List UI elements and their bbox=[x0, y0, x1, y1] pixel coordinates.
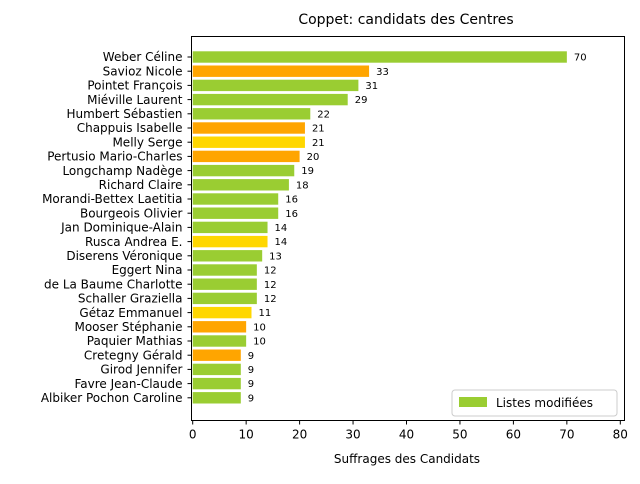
x-tick-label: 60 bbox=[506, 428, 521, 442]
y-tick-label: Morandi-Bettex Laetitia bbox=[42, 192, 182, 206]
data-label: 12 bbox=[264, 294, 277, 305]
data-label: 9 bbox=[248, 365, 254, 376]
bar bbox=[192, 193, 279, 205]
bar bbox=[192, 306, 252, 319]
y-tick-label: Cretegny Gérald bbox=[84, 348, 183, 362]
y-tick-label: Mooser Stéphanie bbox=[74, 320, 182, 334]
data-label: 31 bbox=[365, 81, 378, 92]
data-label: 13 bbox=[269, 251, 282, 262]
bar bbox=[192, 221, 268, 234]
bar bbox=[192, 179, 289, 191]
x-tick-label: 40 bbox=[399, 428, 414, 442]
bar bbox=[192, 392, 241, 404]
y-tick-label: Diserens Véronique bbox=[66, 249, 182, 263]
x-tick-label: 70 bbox=[559, 428, 574, 442]
y-tick-label: Albiker Pochon Caroline bbox=[41, 391, 183, 405]
legend-label: Listes modifiées bbox=[496, 396, 593, 410]
bar bbox=[192, 377, 241, 390]
legend: Listes modifiées bbox=[451, 389, 618, 417]
y-tick-label: Pointet François bbox=[87, 79, 182, 93]
bar bbox=[192, 207, 279, 219]
y-tick-label: Jan Dominique-Alain bbox=[60, 221, 182, 235]
data-label: 10 bbox=[253, 322, 266, 333]
y-tick-label: Longchamp Nadège bbox=[62, 164, 182, 178]
y-tick-label: Chappuis Isabelle bbox=[77, 121, 183, 135]
data-label: 33 bbox=[376, 67, 389, 78]
bar bbox=[192, 349, 241, 361]
y-tick-label: de La Baume Charlotte bbox=[44, 277, 183, 291]
data-label: 9 bbox=[248, 393, 254, 404]
bar bbox=[192, 51, 567, 63]
bar bbox=[192, 93, 348, 106]
data-label: 29 bbox=[355, 95, 368, 106]
x-tick-label: 30 bbox=[345, 428, 360, 442]
bar bbox=[192, 122, 305, 134]
data-label: 16 bbox=[285, 195, 298, 206]
x-tick-label: 50 bbox=[452, 428, 467, 442]
y-tick-label: Pertusio Mario-Charles bbox=[47, 150, 182, 164]
y-tick-label: Miéville Laurent bbox=[87, 93, 183, 107]
bar bbox=[192, 363, 241, 376]
data-label: 14 bbox=[275, 237, 288, 248]
data-label: 20 bbox=[307, 152, 320, 163]
x-tick-label: 10 bbox=[239, 428, 254, 442]
data-label: 18 bbox=[296, 180, 309, 191]
bar bbox=[192, 79, 359, 92]
bar bbox=[192, 321, 247, 333]
x-tick-label: 0 bbox=[189, 428, 197, 442]
data-label: 70 bbox=[574, 53, 587, 64]
y-tick-label: Savioz Nicole bbox=[103, 64, 183, 78]
data-label: 19 bbox=[301, 166, 314, 177]
y-tick-label: Girod Jennifer bbox=[100, 363, 182, 377]
bar bbox=[192, 150, 300, 163]
data-label: 9 bbox=[248, 351, 254, 362]
data-label: 16 bbox=[285, 209, 298, 220]
bars-layer bbox=[192, 51, 567, 404]
data-label: 14 bbox=[275, 223, 288, 234]
y-tick-label: Favre Jean-Claude bbox=[74, 377, 182, 391]
data-label: 12 bbox=[264, 266, 277, 277]
y-tick-label: Humbert Sébastien bbox=[66, 107, 182, 121]
y-tick-label: Weber Céline bbox=[103, 50, 183, 64]
bar bbox=[192, 164, 295, 177]
bar bbox=[192, 250, 263, 262]
y-tick-label: Schaller Graziella bbox=[78, 292, 183, 306]
bar bbox=[192, 335, 247, 347]
y-tick-label: Bourgeois Olivier bbox=[80, 206, 183, 220]
legend-frame bbox=[451, 389, 618, 417]
bar bbox=[192, 292, 257, 305]
data-label: 12 bbox=[264, 280, 277, 291]
data-label: 21 bbox=[312, 138, 325, 149]
y-tick-label: Rusca Andrea E. bbox=[85, 235, 182, 249]
y-tick-label: Eggert Nina bbox=[112, 263, 183, 277]
y-tick-label: Paquier Mathias bbox=[87, 334, 183, 348]
data-label: 21 bbox=[312, 124, 325, 135]
x-tick-label: 20 bbox=[292, 428, 307, 442]
bar bbox=[192, 235, 268, 248]
bar bbox=[192, 108, 311, 120]
bar bbox=[192, 136, 305, 148]
plot-frame bbox=[191, 36, 625, 421]
x-tick-label: 80 bbox=[613, 428, 628, 442]
bar bbox=[192, 264, 257, 276]
data-label: 22 bbox=[317, 109, 330, 120]
legend-swatch bbox=[459, 397, 487, 407]
y-tick-label: Melly Serge bbox=[112, 135, 182, 149]
bar bbox=[192, 65, 370, 77]
y-tick-label: Richard Claire bbox=[99, 178, 183, 192]
x-axis-ticks: 0 10 20 30 40 50 60 70 80 bbox=[189, 420, 628, 442]
y-tick-label: Gétaz Emmanuel bbox=[79, 306, 182, 320]
data-label: 9 bbox=[248, 379, 254, 390]
x-axis-label: Suffrages des Candidats bbox=[334, 452, 480, 466]
bar bbox=[192, 278, 257, 290]
chart-title: Coppet: candidats des Centres bbox=[298, 12, 513, 28]
data-label: 11 bbox=[258, 308, 271, 319]
data-label: 10 bbox=[253, 337, 266, 348]
data-labels: 70 33 31 29 22 21 21 20 19 18 16 16 14 14 13 12 12 12 11 10… bbox=[248, 53, 587, 405]
